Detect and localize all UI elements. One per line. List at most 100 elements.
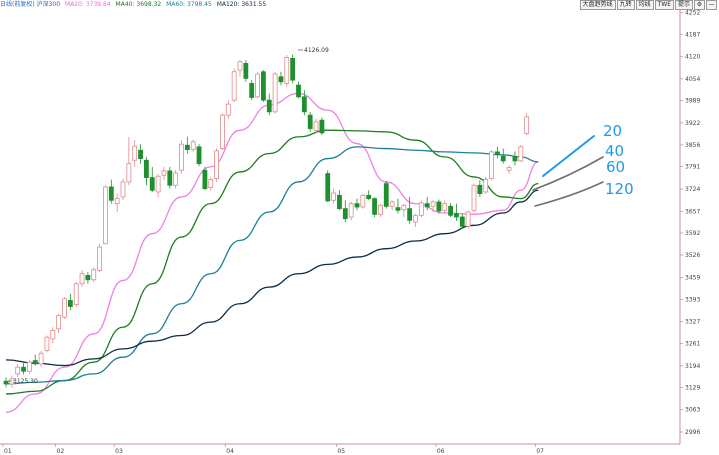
minimize-icon[interactable]: — xyxy=(706,0,717,10)
candle-up xyxy=(489,151,494,179)
candle-down xyxy=(494,151,500,155)
candle-down xyxy=(500,155,506,162)
ma-line-ma120 xyxy=(5,189,539,367)
ma60-hand-label: 60 xyxy=(606,158,625,176)
y-tick-label: 3129 xyxy=(685,385,700,392)
candle-down xyxy=(512,156,518,162)
candle-up xyxy=(465,211,471,227)
ma-line-ma60 xyxy=(5,146,539,385)
candle-up xyxy=(442,203,448,211)
candle-down xyxy=(184,144,190,150)
ma40-hand-label: 40 xyxy=(605,142,624,160)
y-tick-label: 3063 xyxy=(685,407,700,414)
ma60-readout: MA60: 3798.45 xyxy=(166,1,212,8)
candle-up xyxy=(79,273,85,285)
candle-down xyxy=(301,96,307,113)
candle-up xyxy=(132,145,138,161)
candle-up xyxy=(161,170,167,176)
candle-down xyxy=(459,216,465,227)
candle-down xyxy=(143,159,149,178)
y-tick-label: 3194 xyxy=(685,363,700,370)
candle-up xyxy=(97,246,102,271)
x-tick-label: 03 xyxy=(115,448,123,455)
hand-line-40 xyxy=(532,156,604,191)
ma-line-ma40 xyxy=(5,129,539,395)
candle-up xyxy=(26,361,32,372)
y-tick-label: 4252 xyxy=(685,10,700,17)
candle-down xyxy=(372,198,377,215)
ma20-hand-label: 20 xyxy=(603,122,622,140)
x-tick-label: 07 xyxy=(536,448,544,455)
candle-down xyxy=(325,173,331,202)
x-tick-label: 05 xyxy=(337,448,345,455)
y-tick-label: 3657 xyxy=(685,208,700,215)
y-tick-label: 3592 xyxy=(685,230,700,237)
candle-down xyxy=(196,146,202,164)
ma-button[interactable]: 均线 xyxy=(635,0,654,10)
candle-up xyxy=(173,172,179,186)
candle-up xyxy=(471,184,477,211)
candle-down xyxy=(454,213,459,218)
x-tick-label: 01 xyxy=(4,448,12,455)
x-tick-label: 06 xyxy=(437,448,445,455)
candle-down xyxy=(290,58,296,81)
nine-turn-button[interactable]: 九转 xyxy=(616,0,635,10)
candle-down xyxy=(260,71,266,101)
candle-up xyxy=(91,269,97,281)
candle-up xyxy=(231,71,237,101)
x-tick-label: 04 xyxy=(226,448,234,455)
candle-up xyxy=(413,214,418,223)
candle-up xyxy=(9,378,15,385)
candle-up xyxy=(430,201,436,207)
candle-down xyxy=(138,149,143,159)
hint-button[interactable]: 提示 xyxy=(674,0,693,10)
y-tick-label: 3724 xyxy=(685,186,700,193)
ma20-readout: MA20: 3739.64 xyxy=(64,1,111,8)
twe-button[interactable]: TWE xyxy=(654,0,674,10)
candle-down xyxy=(337,194,342,210)
candle-up xyxy=(348,203,354,218)
candle-down xyxy=(266,99,272,113)
y-tick-label: 4054 xyxy=(685,76,700,83)
candle-down xyxy=(436,201,442,212)
candle-down xyxy=(319,119,325,134)
chart-toolbar: 大盘趋势线 九转 均线 TWE 提示 ⚙ — xyxy=(579,0,717,10)
candle-down xyxy=(167,170,173,186)
candle-down xyxy=(249,83,255,98)
hand-drawn-ma-annotations: 20 40 60 120 xyxy=(532,122,634,207)
candle-up xyxy=(418,202,424,216)
candle-up xyxy=(114,198,120,205)
candle-up xyxy=(377,204,383,215)
candle-up xyxy=(126,163,132,183)
ma120-readout: MA120: 3631.55 xyxy=(216,1,267,8)
candle-down xyxy=(383,183,389,207)
candle-down xyxy=(149,177,155,191)
candle-up xyxy=(38,352,44,365)
candle-up xyxy=(44,336,50,351)
settings-icon[interactable]: ⚙ xyxy=(694,0,705,10)
candle-up xyxy=(506,167,512,171)
candle-down xyxy=(32,360,38,365)
candle-up xyxy=(483,179,489,193)
candle-up xyxy=(214,150,220,179)
candle-down xyxy=(448,205,454,216)
candle-down xyxy=(342,208,348,220)
candle-up xyxy=(389,201,395,207)
candle-up xyxy=(62,298,67,318)
candle-down xyxy=(243,63,249,79)
y-tick-label: 3922 xyxy=(685,120,700,127)
candle-up xyxy=(518,146,524,162)
y-tick-label: 3261 xyxy=(685,341,700,348)
candle-down xyxy=(477,184,483,195)
y-tick-label: 3856 xyxy=(685,142,700,149)
y-tick-label: 3989 xyxy=(685,97,700,104)
candle-up xyxy=(103,186,108,245)
candle-down xyxy=(108,186,114,201)
candle-down xyxy=(202,169,208,190)
candle-down xyxy=(296,84,301,98)
y-tick-label: 3459 xyxy=(685,274,700,281)
trendline-button[interactable]: 大盘趋势线 xyxy=(579,0,616,10)
candle-up xyxy=(15,366,21,375)
